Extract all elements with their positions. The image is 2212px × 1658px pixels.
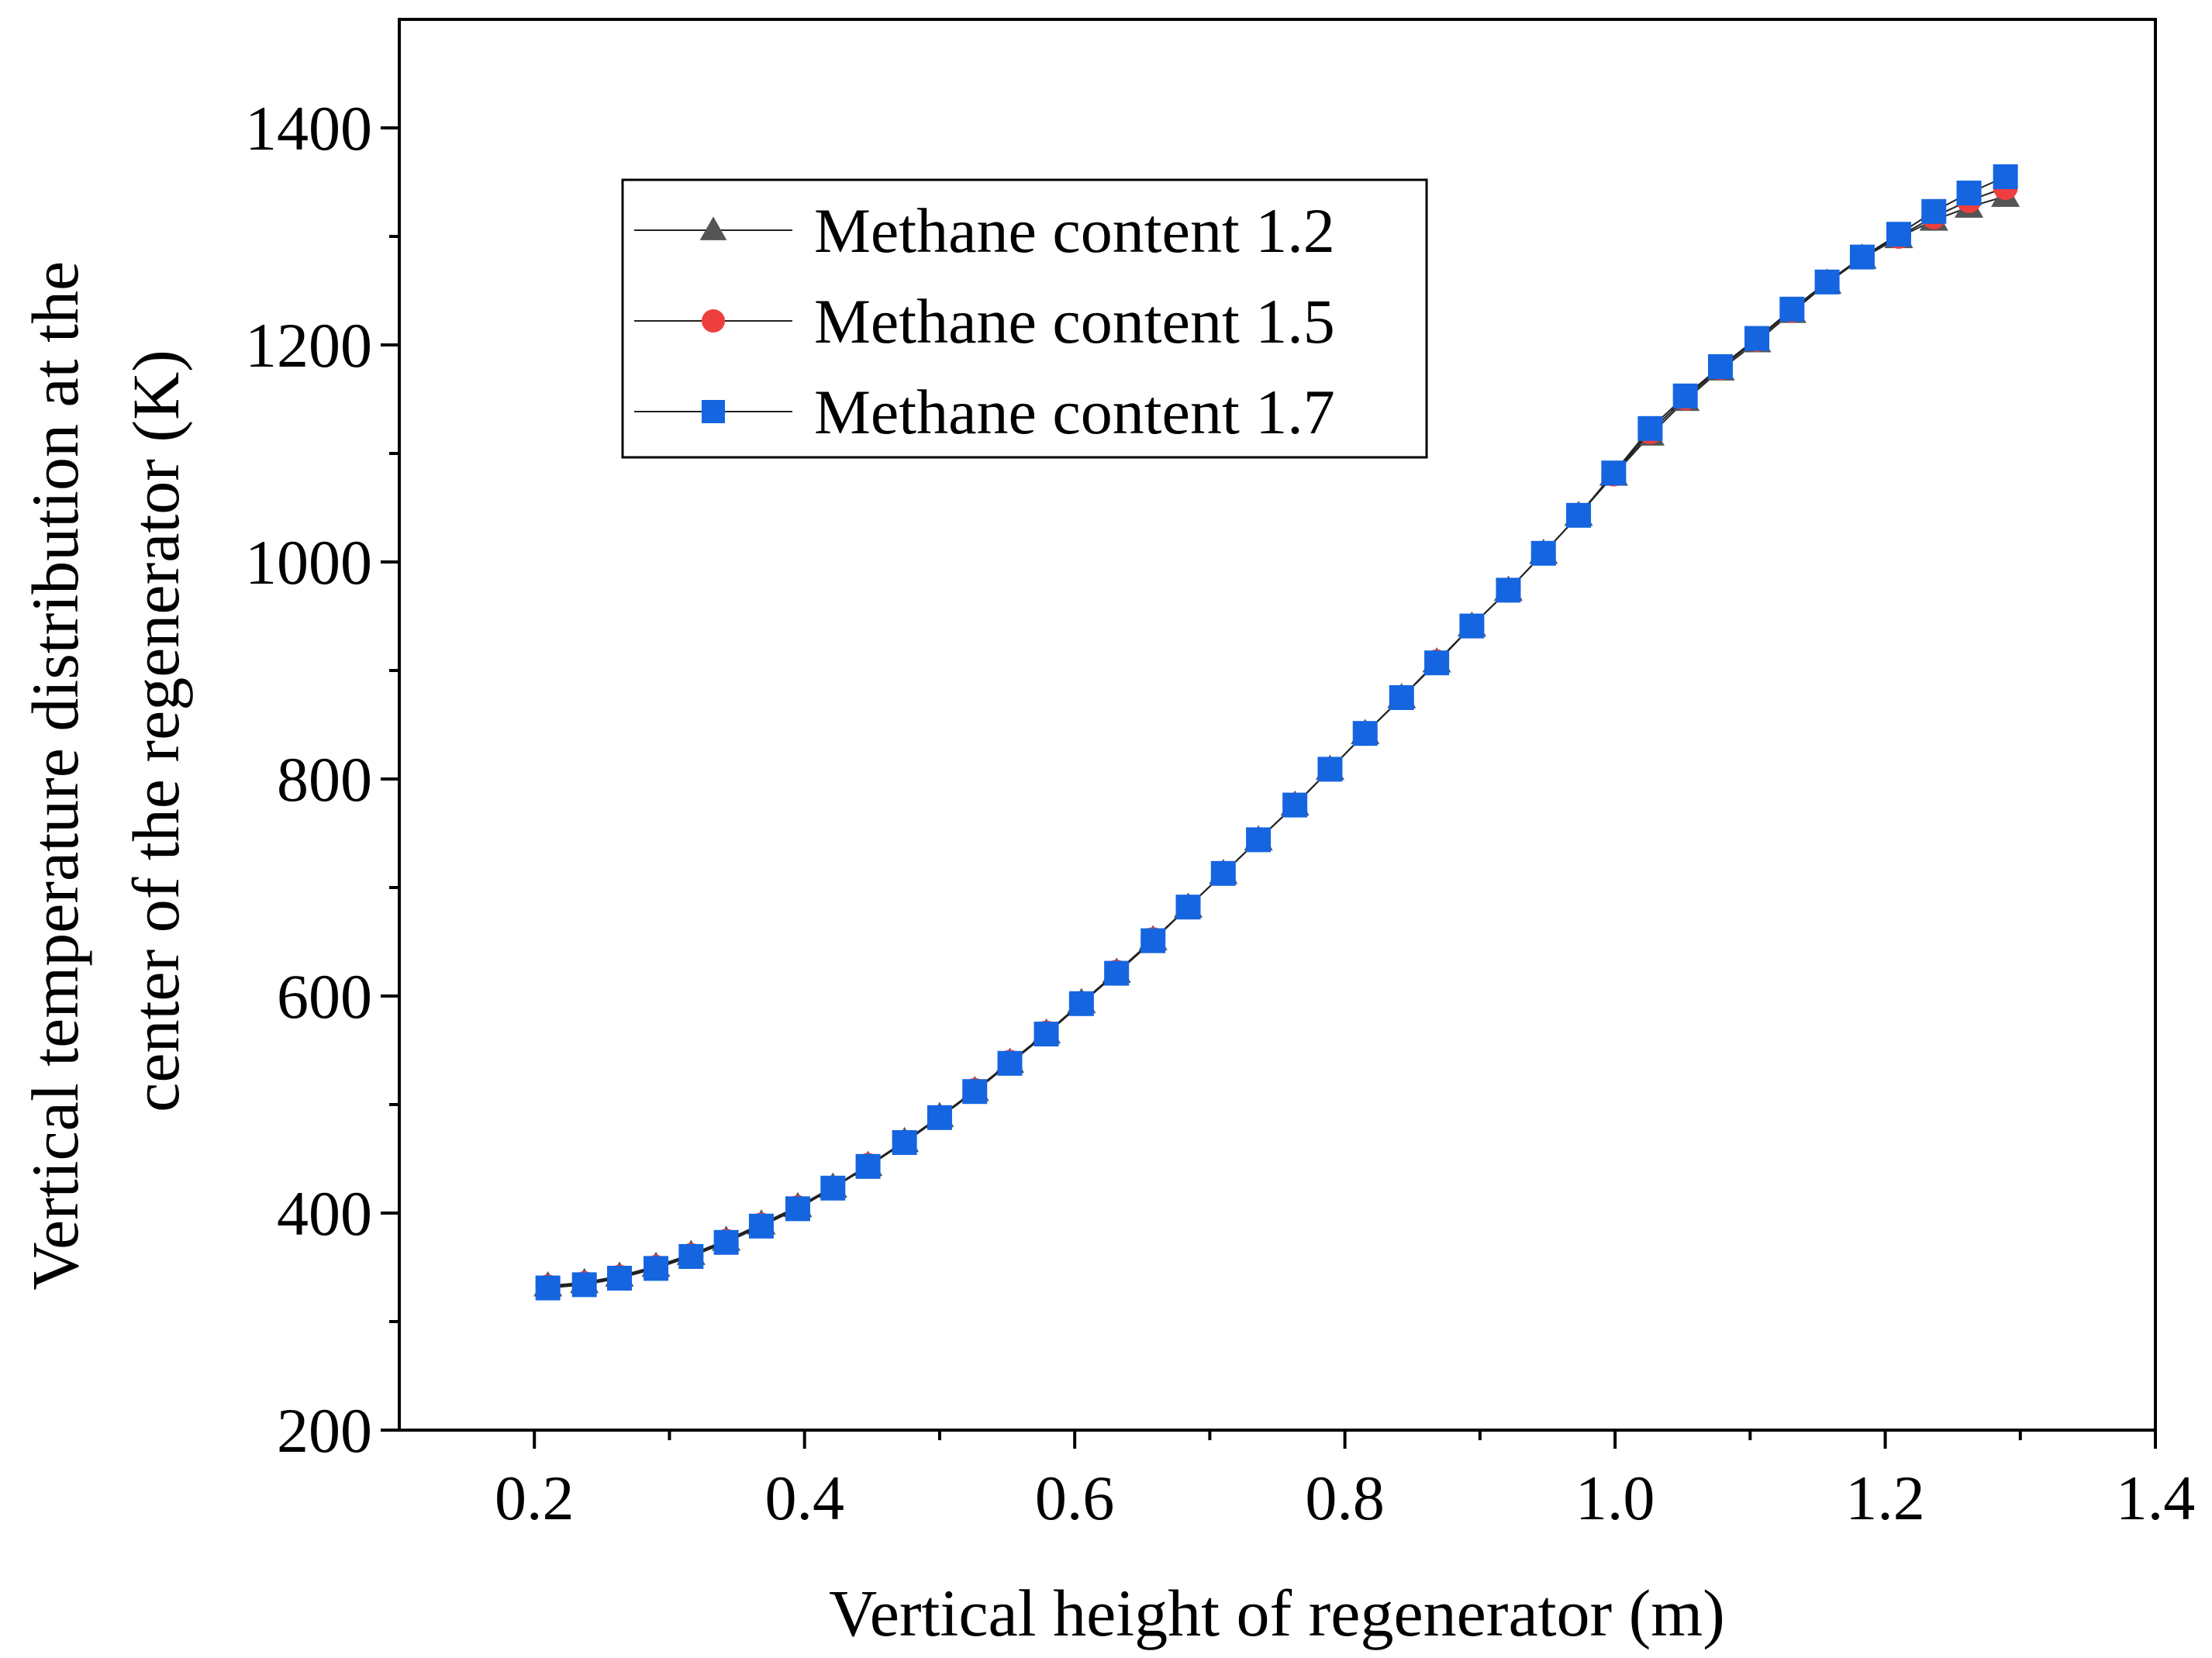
data-point (1034, 1022, 1059, 1046)
y-tick-label: 1000 (245, 527, 372, 598)
data-point (535, 1275, 561, 1301)
data-point (1175, 894, 1201, 920)
data-point (644, 1256, 669, 1281)
y-tick-label: 400 (277, 1178, 372, 1249)
data-point (1141, 928, 1166, 953)
legend-label: Methane content 1.7 (814, 377, 1335, 447)
y-tick-label: 600 (277, 961, 372, 1032)
data-point (1530, 540, 1556, 566)
data-point (1104, 960, 1130, 986)
data-point (1389, 685, 1414, 710)
data-point (1637, 415, 1663, 441)
data-point (1779, 296, 1805, 322)
data-point (1921, 198, 1947, 224)
data-point (1956, 181, 1982, 205)
data-point (1993, 164, 2018, 189)
y-tick-label: 200 (277, 1395, 372, 1466)
x-tick-label: 1.4 (2116, 1463, 2196, 1533)
data-point (678, 1244, 704, 1269)
x-tick-label: 0.6 (1035, 1463, 1115, 1533)
x-tick-label: 0.2 (495, 1463, 575, 1533)
x-tick-label: 0.4 (764, 1463, 844, 1533)
data-point (1566, 502, 1592, 528)
series-square (535, 164, 2018, 1301)
y-axis-ticks: 200 400 600 800 1000 1200 1400 (245, 93, 399, 1466)
data-point (820, 1175, 846, 1201)
legend: Methane content 1.2 Methane content 1.5 Me… (621, 178, 1428, 459)
data-point (1744, 326, 1770, 351)
data-point (1814, 269, 1840, 295)
data-point (927, 1105, 952, 1130)
y-tick-label: 800 (277, 744, 372, 815)
data-point (855, 1153, 881, 1179)
data-point (1352, 721, 1378, 746)
data-point (1317, 757, 1343, 782)
legend-label: Methane content 1.5 (814, 286, 1335, 357)
data-point (1496, 577, 1521, 603)
series-layer (533, 164, 2020, 1301)
data-point (1849, 244, 1875, 270)
y-tick-label: 1400 (245, 93, 372, 164)
data-point (1886, 222, 1911, 247)
data-point (1601, 460, 1627, 486)
x-tick-label: 1.2 (1845, 1463, 1925, 1533)
data-point (997, 1050, 1023, 1076)
legend-marker (702, 400, 725, 423)
data-point (1707, 354, 1733, 379)
x-axis-title: Vertical height of regenerator (m) (829, 1576, 1725, 1650)
x-tick-label: 0.8 (1305, 1463, 1385, 1533)
legend-marker (699, 216, 727, 240)
x-tick-label: 1.0 (1575, 1463, 1655, 1533)
plot-frame (398, 18, 2157, 1432)
data-point (748, 1213, 774, 1239)
legend-items: Methane content 1.2 Methane content 1.5 Me… (634, 195, 1335, 447)
data-point (606, 1266, 632, 1291)
data-point (785, 1196, 810, 1222)
x-axis-ticks: 0.2 0.4 0.6 0.8 1.0 1.2 1.4 (495, 1430, 2195, 1533)
data-point (892, 1130, 917, 1155)
y-axis-title-line-2: center of the regenerator (K) (119, 350, 193, 1112)
data-point (1246, 827, 1272, 853)
data-point (962, 1079, 988, 1105)
y-axis-title-line-1: Vertical temperature distribution at the (18, 261, 92, 1291)
data-point (1282, 792, 1308, 818)
data-point (1672, 383, 1698, 408)
data-point (1459, 613, 1485, 639)
y-tick-label: 1200 (245, 310, 372, 381)
legend-marker (702, 309, 725, 333)
data-point (1210, 860, 1236, 886)
legend-label: Methane content 1.2 (814, 195, 1335, 266)
data-point (713, 1229, 739, 1255)
y-axis-title: Vertical temperature distribution at the… (18, 244, 193, 1290)
data-point (1424, 650, 1450, 676)
data-point (1068, 991, 1094, 1016)
data-point (571, 1272, 597, 1298)
